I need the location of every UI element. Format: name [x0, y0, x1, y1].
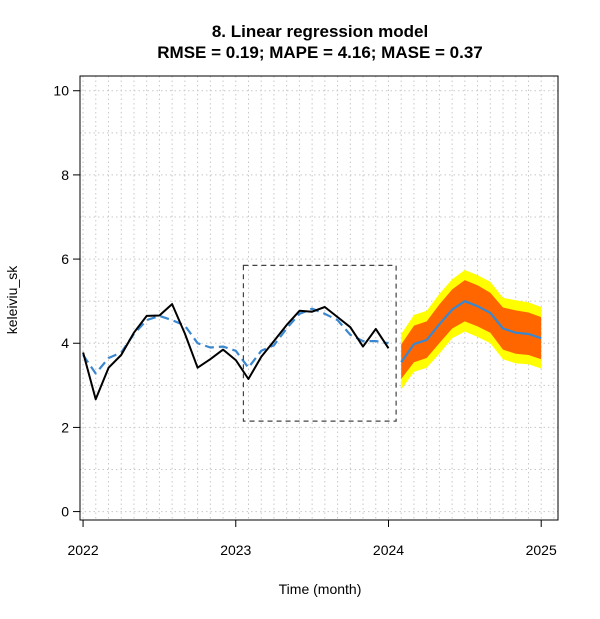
chart-title: 8. Linear regression model: [212, 22, 428, 41]
grid: [80, 76, 558, 520]
y-tick-label: 0: [61, 504, 69, 520]
x-tick-label: 2025: [526, 542, 557, 558]
series: [82, 300, 542, 401]
x-axis-label: Time (month): [279, 581, 362, 597]
zoom-box: [242, 264, 397, 422]
x-tick-label: 2024: [373, 542, 404, 558]
chart-subtitle: RMSE = 0.19; MAPE = 4.16; MASE = 0.37: [157, 43, 483, 62]
x-tick-label: 2023: [220, 542, 251, 558]
y-axis: 0 2 4 6 8 10: [53, 83, 81, 520]
y-tick-label: 6: [61, 251, 69, 267]
band-80: [401, 280, 542, 379]
forecast-line: [400, 300, 542, 363]
y-tick-label: 4: [61, 335, 69, 351]
y-tick-label: 2: [61, 419, 69, 435]
y-tick-label: 8: [61, 167, 69, 183]
y-axis-label: keleiviu_sk: [4, 265, 20, 334]
band-95: [401, 270, 542, 390]
x-tick-label: 2022: [67, 542, 98, 558]
band-80-area: [401, 280, 542, 379]
zoom-box-rect: [242, 264, 397, 422]
y-tick-label: 10: [53, 83, 69, 99]
x-axis: 2022 2023 2024 2025: [67, 519, 557, 558]
actual-line: [82, 303, 390, 401]
band-95-area: [401, 270, 542, 390]
